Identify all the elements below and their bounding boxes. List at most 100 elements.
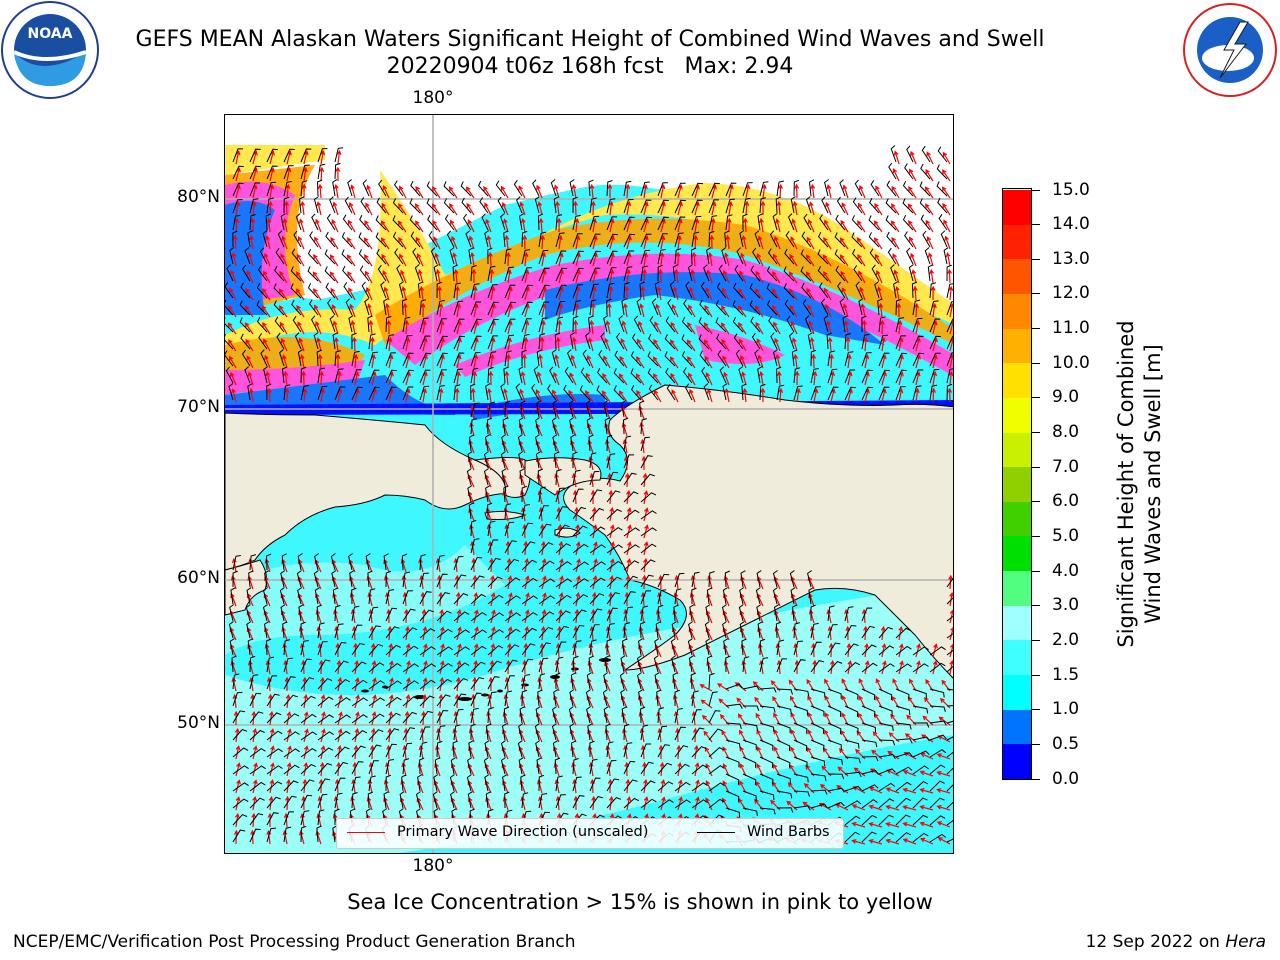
wind-barb (861, 352, 872, 367)
wave-direction-arrow (624, 285, 630, 301)
wind-barb (282, 621, 288, 639)
wind-barb (568, 400, 574, 418)
wave-direction-arrow (755, 270, 764, 284)
wind-barb (665, 316, 676, 333)
wind-barb (385, 607, 398, 622)
wave-direction-arrow (772, 763, 781, 777)
wind-barb (670, 638, 676, 656)
wind-barb (912, 780, 929, 792)
wind-barb (837, 281, 846, 299)
wind-barb (538, 333, 546, 350)
wind-barb (485, 383, 491, 401)
wind-barb (300, 180, 308, 197)
wind-barb (500, 757, 506, 775)
wave-direction-arrow (470, 251, 475, 267)
wind-barb (572, 300, 582, 316)
wave-direction-arrow (473, 353, 479, 369)
wind-barb (946, 301, 953, 316)
colorbar-segment (1003, 501, 1031, 537)
wave-direction-arrow (227, 322, 237, 335)
wave-direction-arrow (875, 678, 883, 692)
wind-barb (317, 367, 326, 384)
wind-barb (394, 248, 404, 265)
wind-barb (283, 694, 298, 707)
wind-barb (623, 606, 633, 622)
wind-barb (598, 350, 608, 367)
wind-barb (589, 215, 600, 231)
wind-barb (919, 198, 931, 214)
wind-barb (307, 266, 319, 282)
wind-barb (651, 298, 659, 316)
wind-barb (274, 316, 285, 333)
wave-direction-arrow (914, 302, 920, 318)
wind-barb (844, 351, 854, 367)
wave-direction-arrow (851, 839, 866, 845)
wind-barb (793, 790, 810, 797)
wind-barb (912, 385, 922, 401)
wind-barb (606, 592, 621, 605)
wave-direction-arrow (898, 387, 904, 403)
wave-direction-arrow (456, 643, 462, 658)
wave-direction-arrow (265, 235, 271, 250)
wind-barb (810, 773, 827, 781)
wave-direction-arrow (301, 183, 307, 199)
wave-direction-arrow (908, 220, 917, 233)
wind-barb (232, 747, 249, 758)
wind-barb (249, 797, 265, 809)
wind-barb (426, 181, 438, 197)
wind-barb (351, 386, 363, 401)
wind-barb (555, 487, 565, 503)
wave-direction-arrow (387, 336, 393, 352)
wind-barb (623, 544, 640, 554)
wind-barb (327, 298, 336, 316)
wave-direction-arrow (505, 353, 511, 369)
wind-barb (623, 560, 640, 571)
wave-direction-arrow (936, 770, 951, 777)
wind-barb (436, 628, 453, 639)
wind-barb (572, 469, 581, 486)
wind-barb (263, 621, 270, 639)
wave-direction-arrow (636, 338, 645, 352)
wind-barb (230, 587, 236, 605)
colorbar-tick (1032, 778, 1040, 780)
wave-direction-arrow (677, 218, 683, 233)
wave-direction-arrow (915, 660, 921, 675)
wind-barb (759, 705, 776, 713)
wind-barb (521, 689, 528, 707)
wind-barb (470, 318, 482, 333)
wave-direction-arrow (705, 780, 713, 794)
wave-direction-arrow (469, 710, 475, 726)
wave-direction-arrow (760, 200, 766, 215)
wind-barb (725, 773, 740, 785)
wind-barb (946, 705, 953, 707)
wind-barb (232, 230, 238, 248)
wave-direction-arrow (536, 371, 543, 386)
wind-barb (657, 233, 668, 248)
wind-barb (368, 760, 379, 775)
wind-barb (521, 643, 536, 656)
wave-direction-arrow (249, 676, 254, 692)
wave-direction-arrow (704, 304, 713, 318)
wave-direction-arrow (303, 150, 309, 165)
wind-barb (738, 604, 744, 622)
wave-direction-arrow (885, 838, 900, 845)
wind-barb (266, 693, 280, 707)
wind-barb (383, 298, 389, 316)
wind-barb (708, 710, 721, 724)
wave-direction-arrow (417, 269, 424, 284)
wave-direction-arrow (472, 370, 478, 386)
wind-barb (704, 621, 710, 639)
wind-barb (793, 773, 809, 783)
colorbar-tick-label: 7.0 (1052, 456, 1080, 477)
wind-barb (895, 386, 906, 401)
wind-barb (521, 595, 538, 605)
wind-barb (470, 593, 487, 605)
wave-direction-arrow (891, 236, 900, 250)
wind-barb (606, 526, 623, 537)
wave-direction-arrow (507, 626, 513, 641)
wave-direction-arrow (864, 353, 870, 369)
wind-barb (232, 555, 241, 571)
wind-barb (266, 165, 278, 180)
wave-direction-arrow (507, 320, 513, 335)
wind-barb (620, 400, 627, 418)
